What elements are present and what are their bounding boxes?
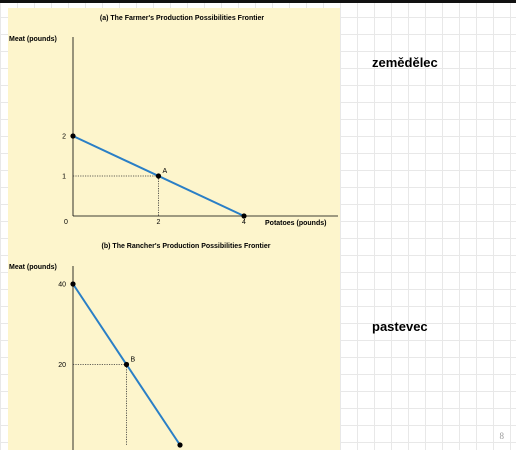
panel-a-y-tick-label: 1 [62,174,66,181]
farmer-ppf-panel: (a) The Farmer's Production Possibilitie… [9,15,338,227]
panel-a-x-tick-label: 4 [242,219,246,226]
panel-a-x-axis-label: Potatoes (pounds) [265,220,326,227]
panel-a-y-tick-label: 2 [62,134,66,141]
panel-b-point-2 [177,442,183,448]
rancher-ppf-panel: (b) The Rancher's Production Possibiliti… [9,243,271,450]
panel-a-point-label-a: A [163,168,168,175]
panel-a-point-1 [155,173,162,179]
ppf-chart: (a) The Farmer's Production Possibilitie… [9,15,338,450]
panel-a-title: (a) The Farmer's Production Possibilitie… [100,15,265,22]
panel-a-y-axis-label: Meat (pounds) [9,36,57,43]
panel-b-point-0 [70,281,76,287]
panel-a-point-0 [70,133,76,139]
panel-a-x-tick-label: 2 [157,219,161,226]
farmer-label: zemědělec [372,55,438,70]
top-border-bar [0,0,516,3]
panel-b-y-axis-label: Meat (pounds) [9,264,57,271]
panel-b-y-tick-label: 20 [58,362,66,369]
rancher-label: pastevec [372,319,428,334]
panel-a-x-tick-label: 0 [64,219,68,226]
panel-b-title: (b) The Rancher's Production Possibiliti… [102,243,271,250]
panel-a-point-2 [241,213,247,219]
page-number: 8 [499,431,505,441]
panel-b-point-1 [123,361,130,368]
panel-b-point-label-b: B [131,357,136,364]
figure-panel: (a) The Farmer's Production Possibilitie… [8,8,340,450]
panel-b-y-tick-label: 40 [58,282,66,289]
